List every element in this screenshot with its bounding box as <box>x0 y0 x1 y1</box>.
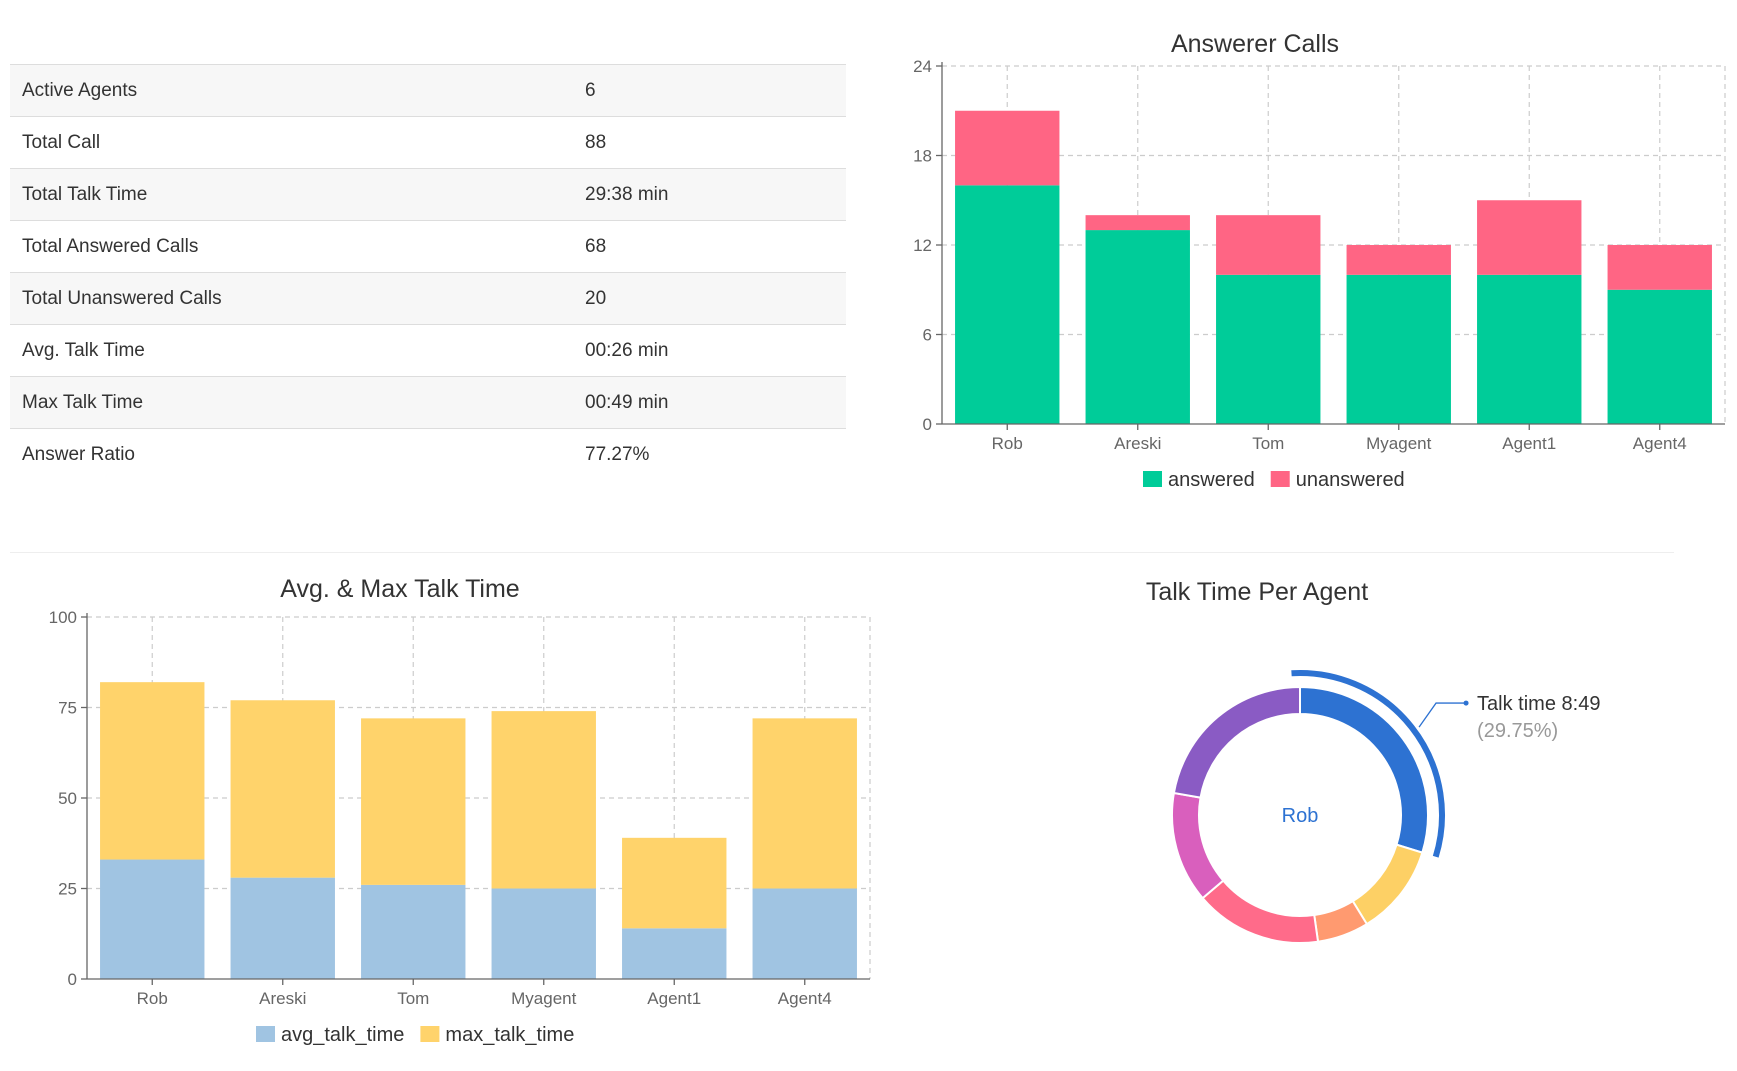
summary-stats-table: Active Agents 6 Total Call 88 Total Talk Tim… <box>10 64 846 480</box>
stats-label: Max Talk Time <box>10 376 573 429</box>
y-tick-label: 12 <box>913 236 932 255</box>
bar-unanswered-Tom[interactable] <box>1216 215 1321 275</box>
donut-slice-agent-c[interactable] <box>1201 879 1320 944</box>
section-divider <box>10 552 1674 553</box>
x-tick-label: Tom <box>397 989 429 1008</box>
y-tick-label: 75 <box>58 699 77 718</box>
stats-row: Answer Ratio 77.27% <box>10 428 846 480</box>
stats-value: 68 <box>573 220 846 273</box>
y-tick-label: 50 <box>58 789 77 808</box>
donut-center-label: Rob <box>1282 805 1319 827</box>
y-tick-label: 6 <box>923 326 932 345</box>
donut-slice-agent-d[interactable] <box>1171 791 1225 900</box>
bar-max_talk_time-Myagent[interactable] <box>491 711 596 889</box>
x-tick-label: Agent1 <box>647 989 701 1008</box>
tooltip-percent: (29.75%) <box>1477 720 1558 742</box>
avg-max-talk-time-chart: Avg. & Max Talk Time 0 25 50 75 100 Rob Areski T… <box>49 575 871 1046</box>
stats-label: Avg. Talk Time <box>10 324 573 377</box>
bar-unanswered-Agent1[interactable] <box>1477 200 1582 275</box>
x-tick-label: Myagent <box>511 989 576 1008</box>
stats-row: Max Talk Time 00:49 min <box>10 376 846 429</box>
bar-unanswered-Areski[interactable] <box>1085 215 1190 231</box>
stats-row: Avg. Talk Time 00:26 min <box>10 324 846 377</box>
talk-time-per-agent-chart: Talk Time Per Agent Talk time 8:49 (29.75%… <box>1146 578 1600 944</box>
stats-label: Total Unanswered Calls <box>10 272 573 325</box>
stats-value: 20 <box>573 272 846 325</box>
x-tick-label: Rob <box>137 989 168 1008</box>
stats-label: Total Call <box>10 116 573 169</box>
y-tick-label: 100 <box>49 608 77 627</box>
bar-max_talk_time-Agent4[interactable] <box>752 718 857 889</box>
y-tick-label: 18 <box>913 147 932 166</box>
legend-swatch-answered[interactable] <box>1143 471 1162 487</box>
donut-slice-agent-a[interactable] <box>1351 843 1424 926</box>
legend-swatch-unanswered[interactable] <box>1270 471 1290 487</box>
stats-row: Total Call 88 <box>10 116 846 169</box>
legend-swatch-avg_talk_time[interactable] <box>256 1026 275 1042</box>
chart-title: Talk Time Per Agent <box>1146 578 1368 606</box>
tooltip-leader-dot <box>1463 700 1469 706</box>
stats-label: Total Talk Time <box>10 168 573 221</box>
bar-avg_talk_time-Myagent[interactable] <box>491 888 596 980</box>
summary-stats-body: Active Agents 6 Total Call 88 Total Talk Tim… <box>10 64 846 480</box>
bar-avg_talk_time-Rob[interactable] <box>100 859 205 979</box>
stats-label: Total Answered Calls <box>10 220 573 273</box>
bar-unanswered-Agent4[interactable] <box>1607 245 1712 290</box>
legend-label-avg_talk_time[interactable]: avg_talk_time <box>281 1024 404 1046</box>
bar-answered-Rob[interactable] <box>955 185 1060 424</box>
legend-label-answered[interactable]: answered <box>1168 469 1255 491</box>
bar-max_talk_time-Rob[interactable] <box>100 682 205 860</box>
stats-value: 00:49 min <box>573 376 846 429</box>
chart-title: Answerer Calls <box>1171 30 1339 58</box>
stats-value: 29:38 min <box>573 168 846 221</box>
x-tick-label: Agent4 <box>778 989 832 1008</box>
y-tick-label: 25 <box>58 880 77 899</box>
x-tick-label: Myagent <box>1366 434 1431 453</box>
stats-value: 00:26 min <box>573 324 846 377</box>
bar-answered-Myagent[interactable] <box>1346 274 1451 424</box>
bar-max_talk_time-Areski[interactable] <box>230 700 335 878</box>
bar-avg_talk_time-Tom[interactable] <box>361 884 466 979</box>
stats-value: 77.27% <box>573 428 846 480</box>
chart-title: Avg. & Max Talk Time <box>280 575 519 603</box>
bar-answered-Agent4[interactable] <box>1607 289 1712 424</box>
x-tick-label: Agent4 <box>1633 434 1687 453</box>
answerer-calls-chart: Answerer Calls 0 6 12 18 24 Rob Areski Tom Myagen… <box>913 30 1726 491</box>
stats-value: 88 <box>573 116 846 169</box>
bar-max_talk_time-Tom[interactable] <box>361 718 466 885</box>
bar-unanswered-Rob[interactable] <box>955 110 1060 186</box>
legend-label-max_talk_time[interactable]: max_talk_time <box>445 1024 574 1046</box>
tooltip-label: Talk time 8:49 <box>1477 693 1600 715</box>
y-tick-label: 0 <box>68 970 77 989</box>
bar-avg_talk_time-Agent1[interactable] <box>622 928 727 979</box>
x-tick-label: Agent1 <box>1502 434 1556 453</box>
stats-label: Active Agents <box>10 64 573 117</box>
y-tick-label: 24 <box>913 57 932 76</box>
y-tick-label: 0 <box>923 415 932 434</box>
stats-value: 6 <box>573 64 846 117</box>
x-tick-label: Rob <box>992 434 1023 453</box>
bar-avg_talk_time-Areski[interactable] <box>230 877 335 979</box>
legend-label-unanswered[interactable]: unanswered <box>1296 469 1405 491</box>
donut-slice-rob[interactable] <box>1299 685 1429 854</box>
stats-row: Total Talk Time 29:38 min <box>10 168 846 221</box>
stats-row: Active Agents 6 <box>10 64 846 117</box>
x-tick-label: Tom <box>1252 434 1284 453</box>
stats-label: Answer Ratio <box>10 428 573 480</box>
donut-slice-agent-e[interactable] <box>1172 685 1301 799</box>
bar-answered-Areski[interactable] <box>1085 230 1190 424</box>
tooltip-leader-line <box>1418 702 1467 728</box>
stats-row: Total Unanswered Calls 20 <box>10 272 846 325</box>
bar-answered-Tom[interactable] <box>1216 274 1321 424</box>
legend-swatch-max_talk_time[interactable] <box>420 1026 440 1042</box>
bar-max_talk_time-Agent1[interactable] <box>622 837 727 929</box>
stats-row: Total Answered Calls 68 <box>10 220 846 273</box>
donut-highlight-arc <box>1291 670 1445 858</box>
bar-unanswered-Myagent[interactable] <box>1346 245 1451 275</box>
x-tick-label: Areski <box>1114 434 1161 453</box>
bar-avg_talk_time-Agent4[interactable] <box>752 888 857 980</box>
bar-answered-Agent1[interactable] <box>1477 274 1582 424</box>
x-tick-label: Areski <box>259 989 306 1008</box>
